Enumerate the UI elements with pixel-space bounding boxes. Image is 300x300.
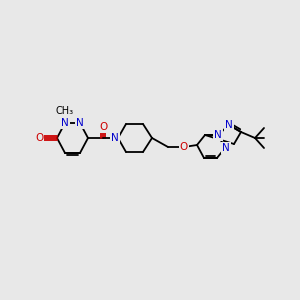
- Text: O: O: [99, 122, 107, 132]
- Text: N: N: [76, 118, 84, 128]
- Text: N: N: [222, 143, 230, 153]
- Text: O: O: [35, 133, 43, 143]
- Text: N: N: [225, 120, 233, 130]
- Text: CH₃: CH₃: [56, 106, 74, 116]
- Text: N: N: [214, 130, 222, 140]
- Text: N: N: [111, 133, 119, 143]
- Text: O: O: [180, 142, 188, 152]
- Text: N: N: [61, 118, 69, 128]
